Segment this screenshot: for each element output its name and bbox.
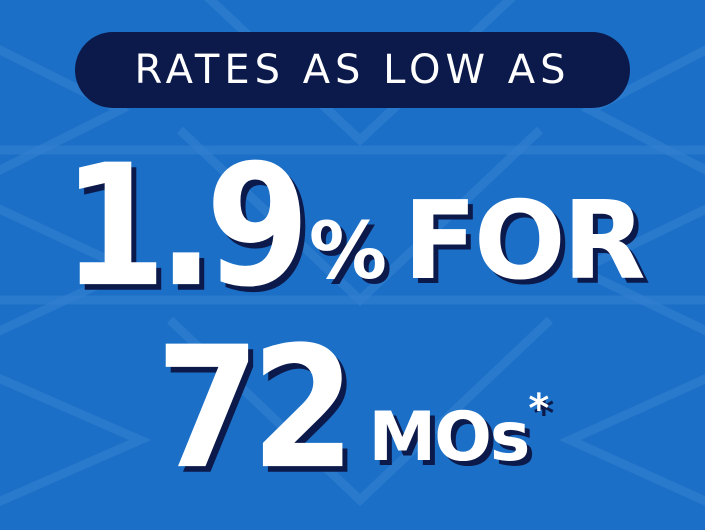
- headline-line: 1.9% FOR: [0, 130, 705, 325]
- banner: RATES AS LOW AS: [75, 32, 630, 108]
- tread-line: [0, 204, 141, 336]
- percent-sign: %: [308, 207, 388, 297]
- tread-line: [569, 204, 705, 336]
- for-word: FOR: [403, 179, 646, 304]
- tread-line: [559, 374, 705, 506]
- footnote-mark: *: [528, 386, 550, 432]
- tread-line: [0, 44, 131, 176]
- tread-line: [166, 316, 554, 507]
- banner-label: RATES AS LOW AS: [134, 47, 571, 93]
- headline-line: 72 MOs*: [0, 312, 705, 507]
- term-unit: MOs: [368, 398, 530, 477]
- tread-line: [580, 45, 705, 175]
- tread-line: [0, 373, 152, 507]
- term: 72: [155, 311, 356, 507]
- rate: 1.9: [62, 129, 310, 325]
